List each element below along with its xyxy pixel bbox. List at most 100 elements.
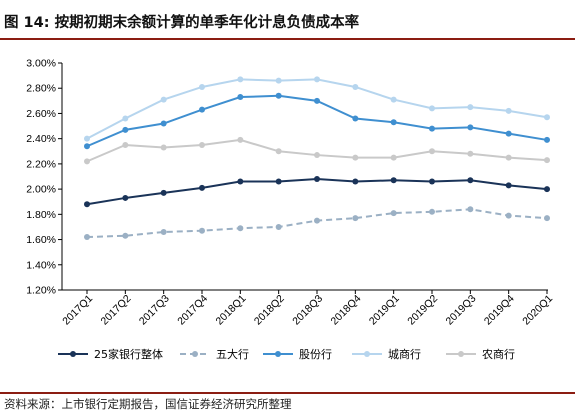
- data-point: [199, 106, 205, 113]
- data-point: [160, 96, 167, 103]
- data-point: [544, 157, 550, 164]
- data-point: [160, 120, 167, 127]
- data-point: [544, 215, 550, 222]
- data-point: [429, 105, 435, 112]
- x-tick-label: 2018Q2: [252, 293, 287, 328]
- series-3: [84, 92, 550, 150]
- data-point: [467, 177, 474, 184]
- data-point: [390, 119, 397, 126]
- legend-swatch-marker: [364, 351, 370, 357]
- data-point: [544, 114, 550, 121]
- data-point: [352, 154, 359, 161]
- data-point: [84, 143, 90, 150]
- y-tick-label: 3.00%: [26, 58, 56, 70]
- line-chart: 1.20% 1.40% 1.60% 1.80% 2.00% 2.20% 2.40% 2.60%…: [26, 58, 555, 362]
- x-tick-label: 2018Q1: [214, 293, 249, 328]
- data-point: [352, 178, 359, 185]
- data-point: [199, 83, 205, 90]
- data-point: [467, 150, 474, 157]
- data-point: [122, 194, 129, 201]
- data-point: [122, 115, 129, 122]
- data-point: [237, 178, 244, 185]
- data-point: [237, 76, 244, 83]
- data-point: [160, 189, 167, 196]
- data-point: [505, 107, 512, 114]
- legend-item: 股份行: [263, 348, 332, 361]
- x-tick-label: 2018Q4: [329, 293, 364, 328]
- legend-swatch-marker: [192, 351, 198, 357]
- data-point: [390, 154, 397, 161]
- series-layer: [84, 76, 550, 241]
- y-tick-label: 1.20%: [26, 285, 56, 297]
- y-tick-label: 1.60%: [26, 234, 56, 246]
- legend-swatch-marker: [70, 351, 76, 357]
- series-1: [84, 176, 550, 208]
- x-tick-label: 2019Q3: [444, 293, 479, 328]
- data-point: [160, 144, 167, 151]
- data-point: [275, 148, 282, 155]
- data-point: [429, 208, 435, 215]
- source-note: 资料来源：上市银行定期报告，国信证券经济研究所整理: [4, 397, 292, 411]
- data-point: [429, 148, 435, 155]
- series-5: [84, 136, 550, 165]
- data-point: [275, 92, 282, 99]
- data-point: [237, 225, 244, 232]
- y-tick-label: 2.60%: [26, 108, 56, 120]
- data-point: [237, 136, 244, 143]
- legend-label: 农商行: [482, 347, 515, 361]
- data-point: [84, 158, 90, 165]
- x-tick-label: 2019Q2: [405, 293, 440, 328]
- data-point: [429, 125, 435, 132]
- data-point: [275, 77, 282, 84]
- series-line: [86, 138, 548, 163]
- legend-swatch-marker: [275, 351, 281, 357]
- data-point: [314, 97, 320, 104]
- data-point: [122, 126, 129, 133]
- data-point: [352, 83, 359, 90]
- x-tick-label: 2018Q3: [290, 293, 325, 328]
- data-point: [314, 152, 320, 159]
- y-tick-label: 2.40%: [26, 133, 56, 145]
- data-point: [544, 186, 550, 193]
- data-point: [84, 135, 90, 142]
- legend-label: 25家银行整体: [94, 347, 163, 361]
- legend-item: 五大行: [180, 347, 249, 361]
- x-tick-label: 2017Q2: [99, 293, 134, 328]
- series-4: [84, 76, 550, 142]
- legend-label: 五大行: [216, 347, 249, 361]
- y-tick-label: 2.80%: [26, 83, 56, 95]
- footer-rule: [0, 392, 575, 394]
- data-point: [390, 210, 397, 217]
- x-tick-label: 2017Q3: [137, 293, 172, 328]
- data-point: [314, 176, 320, 183]
- data-point: [544, 136, 550, 143]
- data-point: [199, 141, 205, 148]
- data-point: [199, 227, 205, 234]
- figure-header: 图 14: 按期初期末余额计算的单季年化计息负债成本率: [0, 0, 575, 40]
- legend-item: 农商行: [446, 347, 515, 361]
- x-tick-label: 2019Q1: [367, 293, 402, 328]
- data-point: [505, 130, 512, 137]
- data-point: [160, 228, 167, 235]
- x-axis: 2017Q1 2017Q2 2017Q3 2017Q4 2018Q1 2018Q2 2018…: [60, 289, 555, 328]
- data-point: [314, 76, 320, 83]
- legend: 25家银行整体 五大行 股份行 城商行 农商行: [58, 347, 515, 361]
- x-tick-label: 2017Q1: [60, 293, 95, 328]
- data-point: [199, 184, 205, 191]
- data-point: [352, 115, 359, 122]
- figure-label: 图 14:: [4, 15, 50, 31]
- y-tick-label: 1.80%: [26, 209, 56, 221]
- y-axis: 1.20% 1.40% 1.60% 1.80% 2.00% 2.20% 2.40% 2.60%…: [26, 58, 63, 297]
- series-line: [86, 178, 548, 206]
- x-tick-label: 2019Q4: [482, 293, 517, 328]
- data-point: [429, 178, 435, 185]
- legend-swatch-marker: [458, 351, 464, 357]
- legend-item: 25家银行整体: [58, 347, 163, 361]
- series-2: [84, 206, 550, 241]
- data-point: [467, 206, 474, 213]
- data-point: [122, 232, 129, 239]
- data-point: [390, 177, 397, 184]
- figure-title: 图 14: 按期初期末余额计算的单季年化计息负债成本率: [4, 11, 359, 32]
- figure-title-text: 按期初期末余额计算的单季年化计息负债成本率: [54, 15, 360, 31]
- data-point: [505, 212, 512, 219]
